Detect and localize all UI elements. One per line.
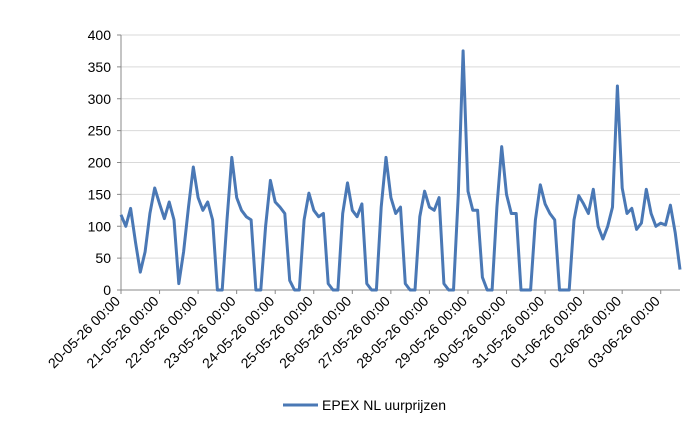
y-tick-label: 0 [103, 282, 111, 298]
y-tick-label: 100 [88, 218, 112, 234]
y-tick-label: 150 [88, 186, 112, 202]
y-tick-label: 350 [88, 59, 112, 75]
y-tick-label: 200 [88, 155, 112, 171]
y-tick-label: 250 [88, 123, 112, 139]
legend-label: EPEX NL uurprijzen [322, 397, 446, 413]
y-tick-label: 400 [88, 27, 112, 43]
y-tick-label: 50 [95, 250, 111, 266]
y-tick-label: 300 [88, 91, 112, 107]
line [119, 49, 682, 292]
